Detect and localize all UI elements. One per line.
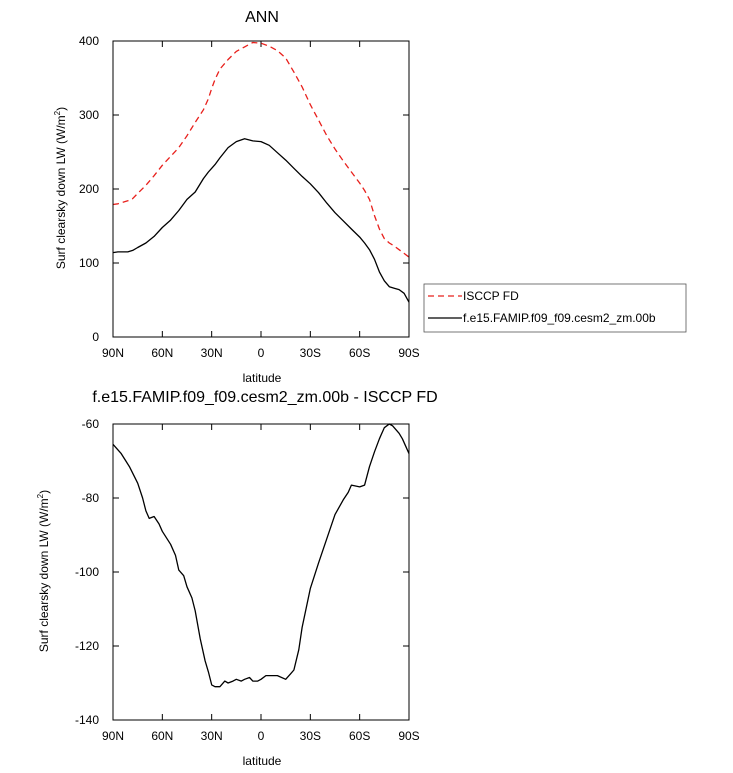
bottom-chart-xlabel: latitude — [243, 754, 282, 768]
bottom-chart-title: f.e15.FAMIP.f09_f09.cesm2_zm.00b - ISCCP… — [92, 389, 437, 406]
y-tick-label: 400 — [79, 34, 99, 48]
x-tick-label: 60N — [151, 346, 173, 360]
y-tick-label: -100 — [75, 565, 99, 579]
bottom-chart-axes: 90N 60N 30N 0 30S 60S 90S -140 -120 -100 -80 -60 — [75, 417, 420, 743]
x-tick-label: 60S — [349, 346, 370, 360]
y-tick-label: 200 — [79, 182, 99, 196]
x-tick-label: 30S — [300, 729, 321, 743]
x-tick-label: 30S — [300, 346, 321, 360]
top-chart-ylabel: Surf clearsky down LW (W/m2) — [53, 107, 68, 269]
x-tick-label: 60N — [151, 729, 173, 743]
series-line-1-0 — [112, 423, 410, 688]
series-line-0-1 — [112, 138, 410, 303]
bottom-chart-ylabel: Surf clearsky down LW (W/m2) — [36, 490, 51, 652]
y-tick-label: -120 — [75, 639, 99, 653]
x-tick-label: 30N — [201, 729, 223, 743]
x-tick-label: 0 — [258, 346, 265, 360]
top-chart-title: ANN — [245, 9, 279, 26]
top-chart-series — [112, 41, 410, 303]
legend-box — [423, 283, 687, 333]
y-tick-label: -80 — [82, 491, 100, 505]
top-chart-xlabel: latitude — [243, 371, 282, 385]
x-tick-label: 0 — [258, 729, 265, 743]
top-panel: ANN Surf clearsky down LW (W/m2) latitud… — [53, 9, 420, 385]
bottom-panel: f.e15.FAMIP.f09_f09.cesm2_zm.00b - ISCCP… — [36, 389, 438, 768]
x-tick-label: 90S — [398, 729, 419, 743]
series-line-0-0 — [112, 41, 410, 258]
y-tick-label: 0 — [92, 330, 99, 344]
bottom-chart-plot-frame — [112, 423, 410, 721]
x-tick-label: 90N — [102, 729, 124, 743]
y-tick-label: 100 — [79, 256, 99, 270]
bottom-chart-series — [112, 423, 410, 688]
legend-label-isccp-fd: ISCCP FD — [463, 289, 519, 303]
x-tick-label: 90N — [102, 346, 124, 360]
legend: ISCCP FD f.e15.FAMIP.f09_f09.cesm2_zm.00… — [423, 283, 687, 333]
y-tick-label: 300 — [79, 108, 99, 122]
y-tick-label: -140 — [75, 713, 99, 727]
y-tick-label: -60 — [82, 417, 100, 431]
x-tick-label: 30N — [201, 346, 223, 360]
x-tick-label: 60S — [349, 729, 370, 743]
x-tick-label: 90S — [398, 346, 419, 360]
legend-label-cesm2: f.e15.FAMIP.f09_f09.cesm2_zm.00b — [463, 311, 656, 325]
top-chart-axes: 90N 60N 30N 0 30S 60S 90S 0 100 200 300 400 — [79, 34, 420, 360]
top-chart-plot-frame — [112, 40, 410, 338]
